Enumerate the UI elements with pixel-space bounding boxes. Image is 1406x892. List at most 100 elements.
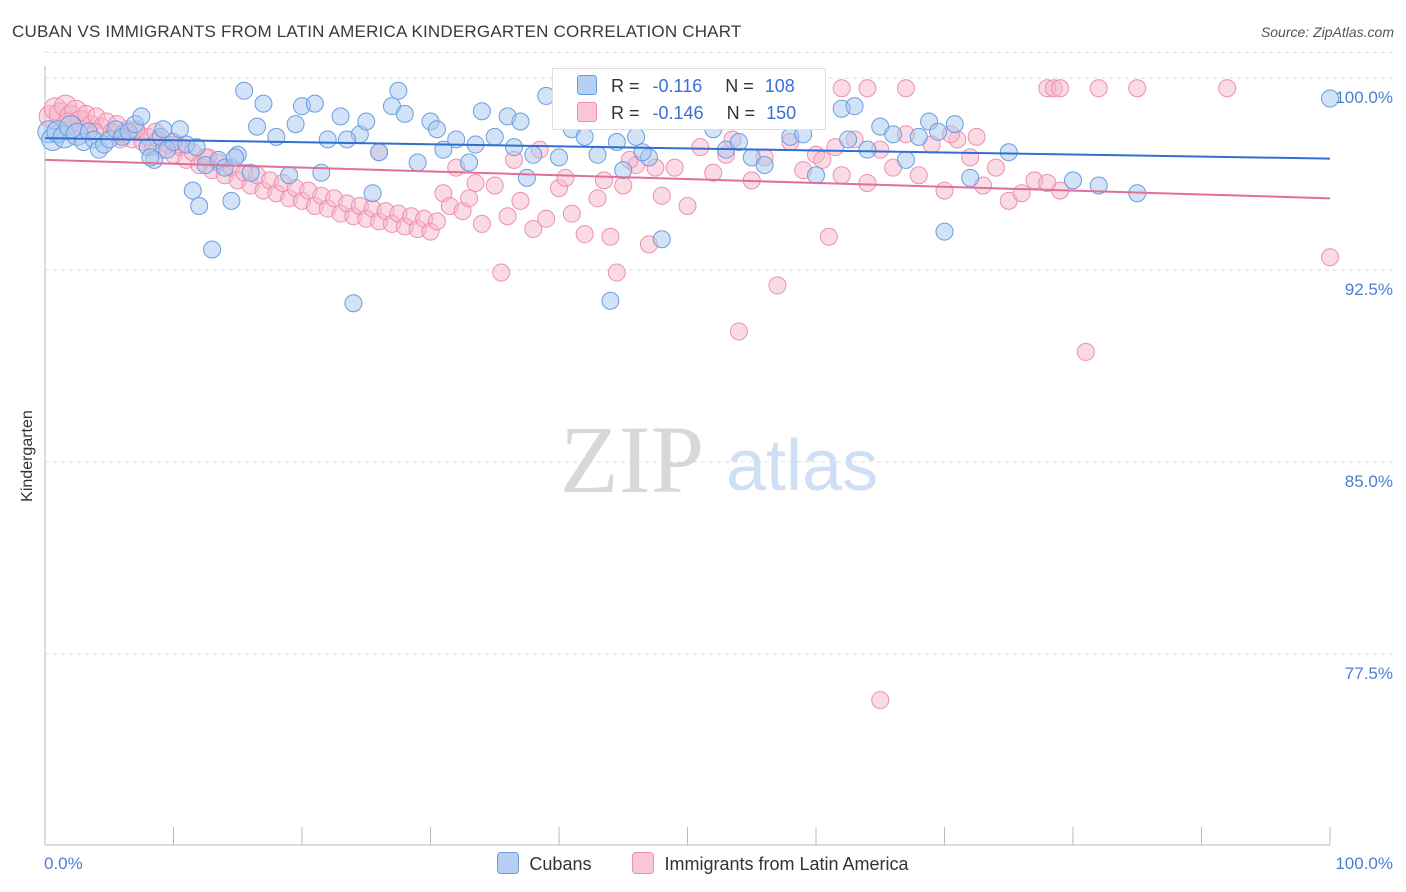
series-cubans-points <box>37 81 1339 313</box>
y-tick-label-2: 85.0% <box>1345 472 1393 491</box>
cubans-point-92 <box>427 120 446 139</box>
cubans-point-55 <box>511 112 530 131</box>
immigrants-point-82 <box>601 227 620 246</box>
immigrants-point-126 <box>896 79 915 98</box>
watermark-atlas: atlas <box>726 426 878 506</box>
immigrants-point-115 <box>1012 184 1031 203</box>
cubans-point-79 <box>909 127 928 146</box>
immigrants-point-124 <box>832 79 851 98</box>
cubans-point-83 <box>945 115 964 134</box>
cubans-point-78 <box>896 150 915 169</box>
immigrants-point-65 <box>427 212 446 231</box>
cubans-point-89 <box>337 130 356 149</box>
immigrants-point-73 <box>492 263 511 282</box>
immigrants-point-103 <box>858 173 877 192</box>
cubans-point-81 <box>929 122 948 141</box>
cubans-point-98 <box>839 130 858 149</box>
legend-immigrants-label: Immigrants from Latin America <box>664 854 909 874</box>
cubans-n-value: 108 <box>764 76 795 96</box>
cubans-point-57 <box>550 148 568 167</box>
immigrants-point-150 <box>967 127 986 146</box>
cubans-n-label: N = <box>725 76 754 96</box>
watermark-zip: ZIP <box>560 406 704 513</box>
immigrants-point-135 <box>813 150 832 169</box>
immigrants-point-109 <box>935 181 954 200</box>
immigrants-point-125 <box>858 79 877 98</box>
immigrants-point-74 <box>498 207 517 226</box>
cubans-point-99 <box>187 138 206 157</box>
immigrants-point-96 <box>768 276 787 295</box>
watermark: ZIP atlas <box>560 406 878 513</box>
immigrants-point-70 <box>460 189 479 208</box>
cubans-point-61 <box>601 291 620 310</box>
immigrants-point-152 <box>466 173 485 192</box>
cubans-point-91 <box>363 184 382 203</box>
gridlines <box>45 51 1392 655</box>
stats-row-cubans: R = -0.116 N = 108 <box>577 75 795 97</box>
cubans-point-90 <box>505 138 524 157</box>
cubans-point-40 <box>331 107 350 126</box>
cubans-point-109 <box>1321 89 1339 108</box>
cubans-point-34 <box>254 94 273 113</box>
x-tick-label-1: 100.0% <box>1335 854 1393 873</box>
immigrants-point-71 <box>472 214 491 233</box>
immigrants-point-75 <box>511 191 530 210</box>
immigrants-point-84 <box>614 176 633 195</box>
legend-cubans-label: Cubans <box>529 854 592 874</box>
immigrants-point-121 <box>1128 79 1147 98</box>
cubans-point-32 <box>235 81 254 100</box>
immigrants-swatch <box>577 102 597 122</box>
cubans-point-33 <box>241 163 260 182</box>
immigrants-point-148 <box>556 168 575 187</box>
immigrants-point-88 <box>665 158 684 177</box>
cubans-point-87 <box>1089 176 1108 195</box>
trend-lines <box>44 137 1331 200</box>
cubans-point-63 <box>627 127 646 146</box>
cubans-point-16 <box>132 107 151 126</box>
legend-item-immigrants: Immigrants from Latin America <box>632 852 909 875</box>
immigrants-point-93 <box>729 322 748 341</box>
cubans-point-25 <box>190 197 209 215</box>
trend-line-immigrants <box>44 158 1331 200</box>
cubans-r-label: R = <box>611 76 640 96</box>
source-label: Source: ZipAtlas.com <box>1260 24 1394 40</box>
cubans-point-38 <box>305 94 324 113</box>
legend-item-cubans: Cubans <box>497 852 591 875</box>
immigrants-point-77 <box>537 209 556 228</box>
cubans-point-47 <box>408 153 427 172</box>
cubans-point-106 <box>729 133 748 151</box>
immigrants-point-107 <box>909 166 928 185</box>
immigrants-point-80 <box>575 225 594 244</box>
stats-legend: R = -0.116 N = 108 R = -0.146 N = 150 <box>552 68 826 130</box>
cubans-point-101 <box>154 120 173 139</box>
immigrants-point-111 <box>961 148 980 167</box>
cubans-point-53 <box>485 127 504 146</box>
immigrants-point-91 <box>704 163 723 182</box>
stats-row-immigrants: R = -0.146 N = 150 <box>577 102 796 124</box>
cubans-point-95 <box>286 115 305 134</box>
cubans-r-value: -0.116 <box>652 76 703 96</box>
immigrants-point-72 <box>485 176 504 195</box>
cubans-point-62 <box>614 161 633 180</box>
y-tick-label-1: 92.5% <box>1345 280 1393 299</box>
x-tick-label-0: 0.0% <box>44 854 83 873</box>
cubans-point-100 <box>226 148 245 167</box>
immigrants-r-value: -0.146 <box>652 103 704 123</box>
immigrants-n-value: 150 <box>766 103 797 123</box>
y-tick-label-3: 77.5% <box>1345 664 1393 683</box>
cubans-point-102 <box>248 117 267 136</box>
cubans-point-52 <box>472 102 491 121</box>
cubans-point-82 <box>935 222 954 241</box>
immigrants-point-123 <box>1321 248 1339 267</box>
cubans-point-51 <box>460 153 479 172</box>
immigrants-point-79 <box>562 204 581 223</box>
cubans-point-96 <box>517 168 536 187</box>
cubans-point-105 <box>141 148 160 167</box>
immigrants-point-89 <box>678 197 697 215</box>
cubans-point-22 <box>170 120 189 139</box>
cubans-point-30 <box>222 191 241 210</box>
y-tick-label-0: 100.0% <box>1335 88 1393 107</box>
cubans-point-59 <box>575 127 594 146</box>
trend-line-cubans <box>44 137 1331 160</box>
legend-cubans-swatch <box>497 852 520 874</box>
